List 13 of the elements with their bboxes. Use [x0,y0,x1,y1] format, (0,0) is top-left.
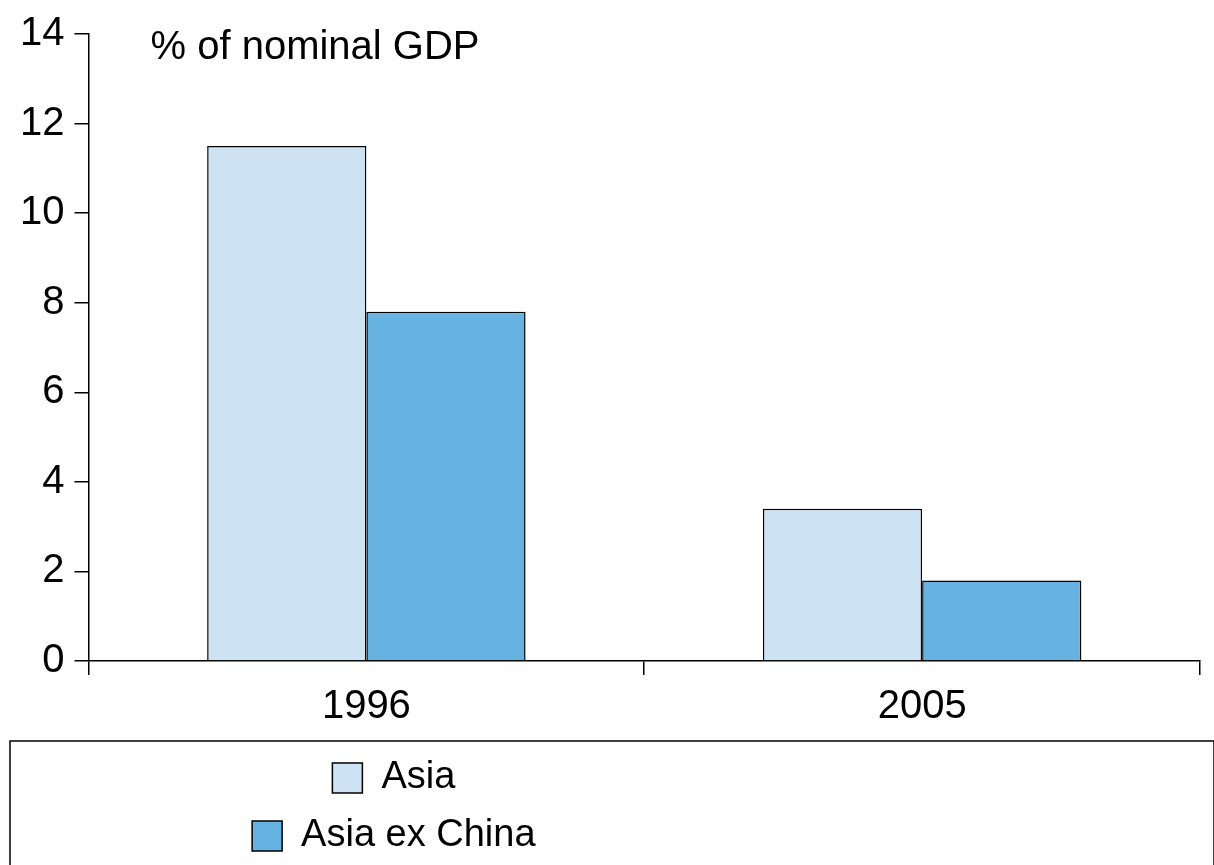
legend-label: Asia [381,754,878,797]
y-tick-label: 0 [42,636,65,681]
y-tick-label: 8 [42,277,65,322]
x-tick-label: 1996 [321,682,411,727]
x-tick-label: 2005 [877,682,967,727]
y-tick-label: 2 [42,546,65,591]
legend-label: Asia ex China [301,812,958,855]
y-axis-title: % of nominal GDP [150,23,480,68]
y-tick-label: 12 [19,98,65,143]
y-tick-label: 4 [42,456,65,501]
y-tick-label: 10 [19,188,65,233]
y-tick-label: 6 [42,367,65,412]
y-tick-label: 14 [19,9,65,54]
